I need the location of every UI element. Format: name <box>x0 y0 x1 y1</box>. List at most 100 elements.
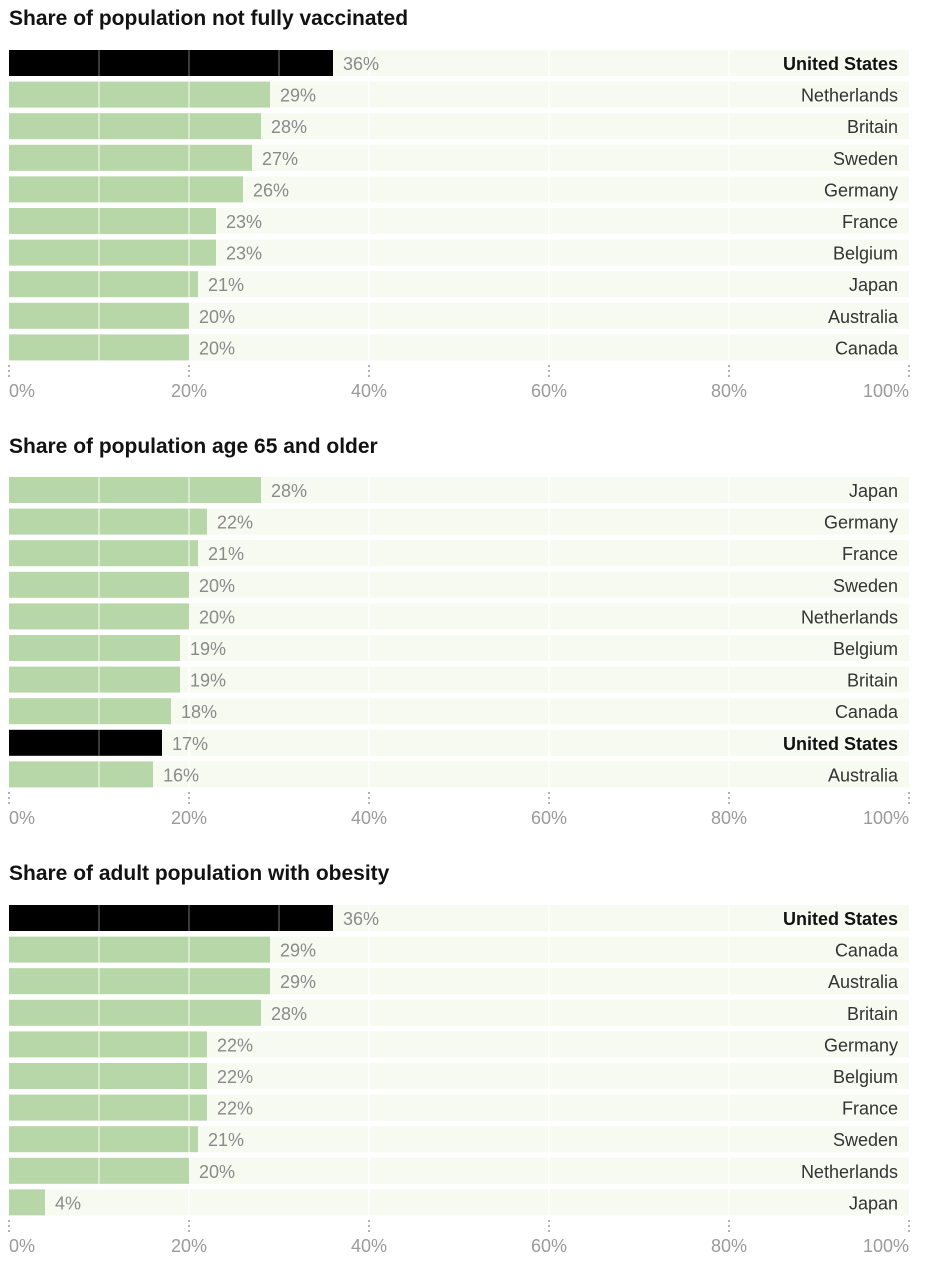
bar <box>9 635 180 661</box>
category-label: Netherlands <box>801 1162 898 1182</box>
value-label: 19% <box>190 639 226 659</box>
bar-row: 20% Sweden <box>9 571 909 598</box>
value-label: 28% <box>271 1004 307 1024</box>
value-label: 22% <box>217 1099 253 1119</box>
value-label: 28% <box>271 117 307 137</box>
tick-label: 0% <box>9 808 35 828</box>
bar-row: 22% Germany <box>9 508 909 535</box>
tick-label: 20% <box>171 381 207 401</box>
bar <box>9 936 270 963</box>
category-label: United States <box>783 734 898 754</box>
category-label: Germany <box>824 1035 898 1055</box>
bar <box>9 698 171 725</box>
value-label: 18% <box>181 702 217 722</box>
bar <box>9 1063 207 1089</box>
category-label: Canada <box>835 338 899 358</box>
category-label: Japan <box>849 1193 898 1213</box>
value-label: 20% <box>199 607 235 627</box>
tick-label: 40% <box>351 808 387 828</box>
bar-chart-obesity: 36% United States 29% Canada 29% Australia 28%… <box>8 905 910 1256</box>
bar-row: 23% France <box>9 208 909 234</box>
tick-label: 40% <box>351 381 387 401</box>
category-label: Australia <box>828 972 899 992</box>
row-background <box>9 1189 909 1216</box>
bar <box>9 761 153 788</box>
category-label: France <box>842 544 898 564</box>
tick-label: 100% <box>863 808 909 828</box>
bar <box>9 1031 207 1058</box>
bar-row: 21% France <box>9 540 909 567</box>
category-label: France <box>842 1099 898 1119</box>
tick-label: 0% <box>9 381 35 401</box>
value-label: 23% <box>226 244 262 264</box>
value-label: 22% <box>217 1035 253 1055</box>
category-label: France <box>842 212 898 232</box>
x-axis: 0% 20% 40% 60% 80% 100% <box>8 1220 910 1256</box>
value-label: 26% <box>253 180 289 200</box>
value-label: 21% <box>208 544 244 564</box>
bar-chart-age-65: 28% Japan 22% Germany 21% France 20% Sweden 20% N… <box>8 477 910 828</box>
category-label: United States <box>783 54 898 74</box>
value-label: 28% <box>271 481 307 501</box>
value-label: 4% <box>55 1193 81 1213</box>
value-label: 22% <box>217 513 253 533</box>
value-label: 36% <box>343 54 379 74</box>
bar <box>9 999 261 1026</box>
value-label: 23% <box>226 212 262 232</box>
tick-label: 40% <box>351 1236 387 1256</box>
bar <box>9 176 243 203</box>
category-label: Belgium <box>833 639 898 659</box>
bar-row: 23% Belgium <box>9 239 909 266</box>
category-label: Japan <box>849 481 898 501</box>
bar-row: 29% Netherlands <box>9 81 909 108</box>
bar <box>9 239 216 266</box>
bar-row: 19% Belgium <box>9 635 909 661</box>
bar <box>9 81 270 108</box>
row-background <box>9 761 909 788</box>
value-label: 27% <box>262 149 298 169</box>
category-label: Germany <box>824 513 898 533</box>
bar-row: 26% Germany <box>9 176 909 203</box>
bar <box>9 477 261 503</box>
bar <box>9 113 261 140</box>
bar-row: 19% Britain <box>9 666 909 693</box>
chart-title: Share of population age 65 and older <box>9 435 378 458</box>
bar <box>9 1126 198 1153</box>
category-label: Belgium <box>833 1067 898 1087</box>
category-label: Netherlands <box>801 86 898 106</box>
tick-label: 20% <box>171 808 207 828</box>
bar-row: 21% Japan <box>9 271 909 298</box>
tick-label: 100% <box>863 381 909 401</box>
bar <box>9 50 333 76</box>
bar-row: 17% United States <box>9 729 909 756</box>
tick-label: 60% <box>531 1236 567 1256</box>
value-label: 22% <box>217 1067 253 1087</box>
bar <box>9 1094 207 1121</box>
tick-label: 100% <box>863 1236 909 1256</box>
value-label: 19% <box>190 671 226 691</box>
category-label: Canada <box>835 941 899 961</box>
bar <box>9 540 198 567</box>
bar-row: 28% Britain <box>9 999 909 1026</box>
tick-label: 80% <box>711 1236 747 1256</box>
tick-label: 0% <box>9 1236 35 1256</box>
bar-row: 36% United States <box>9 50 909 76</box>
value-label: 29% <box>280 941 316 961</box>
bar <box>9 1189 45 1216</box>
bar-row: 27% Sweden <box>9 144 909 171</box>
category-label: Britain <box>847 117 898 137</box>
bar-row: 18% Canada <box>9 698 909 725</box>
value-label: 29% <box>280 86 316 106</box>
value-label: 16% <box>163 765 199 785</box>
bar-row: 28% Britain <box>9 113 909 140</box>
chart-title: Share of population not fully vaccinated <box>9 7 409 30</box>
category-label: Sweden <box>833 1130 898 1150</box>
bar-row: 29% Australia <box>9 968 909 995</box>
bar <box>9 271 198 298</box>
bar-row: 16% Australia <box>9 761 909 788</box>
bar <box>9 666 180 693</box>
tick-label: 60% <box>531 381 567 401</box>
bar-row: 28% Japan <box>9 477 909 503</box>
category-label: Belgium <box>833 244 898 264</box>
bar-row: 36% United States <box>9 905 909 931</box>
